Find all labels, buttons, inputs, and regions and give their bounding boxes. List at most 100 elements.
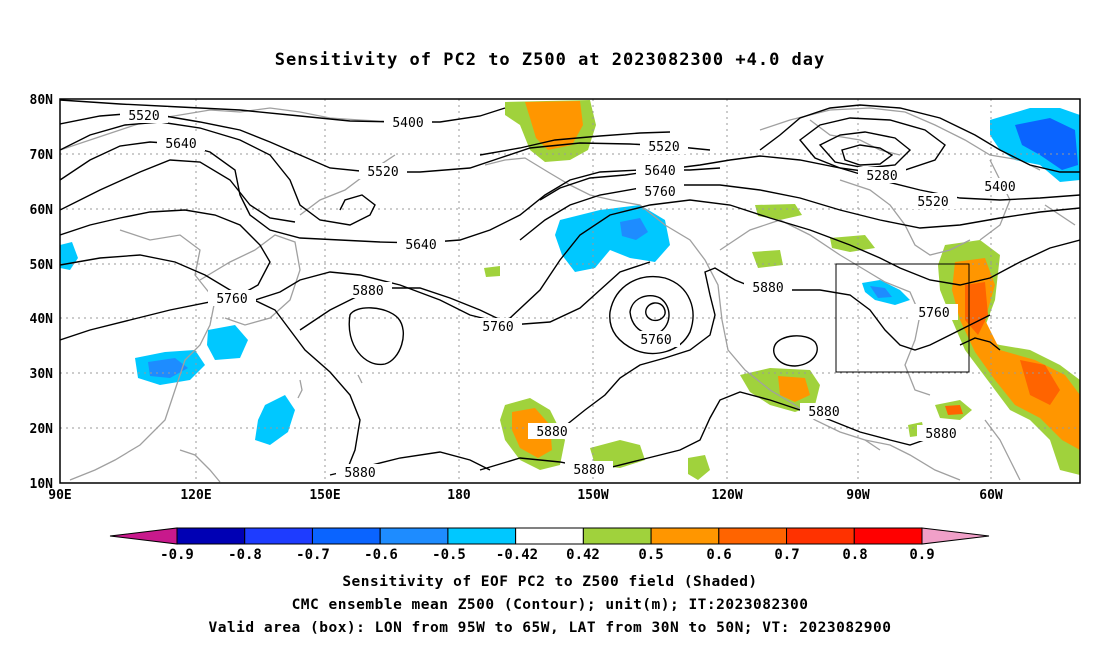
contour-5880-a [60,254,651,326]
contour-label: 5400 [976,178,1024,195]
svg-text:5880: 5880 [536,425,567,440]
shade-positive-canada [830,235,875,252]
lat-label: 40N [30,312,54,327]
svg-text:5280: 5280 [866,169,897,184]
lon-label: 120E [180,488,211,503]
svg-text:5760: 5760 [482,320,513,335]
colorbar-label: 0.9 [909,547,934,563]
colorbar-segment [311,527,381,545]
svg-text:5520: 5520 [917,195,948,210]
lon-label: 180 [447,488,471,503]
shade-positive-atlantic-core [965,282,988,335]
shade-positive-mexico-core [778,376,810,402]
shade-negative-pacific-w [255,395,295,445]
contour-label: 5880 [800,403,848,420]
lat-label: 50N [30,258,54,273]
colorbar-segment [447,527,517,545]
shade-negative-greenland-core [1015,118,1078,170]
lon-label: 150W [577,488,608,503]
contour-5400-a [60,99,506,123]
colorbar-segment [718,527,788,545]
contour-5520-b [60,121,376,226]
lon-label: 90W [846,488,870,503]
colorbar-segment [379,527,449,545]
contour-5760-b [299,287,506,331]
colorbar-segment [582,527,652,545]
shade-positive-small-2 [484,266,500,277]
svg-text:5760: 5760 [640,333,671,348]
svg-text:5880: 5880 [344,466,375,481]
svg-text:5520: 5520 [367,165,398,180]
svg-text:5640: 5640 [644,164,675,179]
contour-5880-hi [348,307,404,366]
svg-text:5400: 5400 [392,116,423,131]
graticule [60,99,1080,483]
shade-positive-arctic-core [525,101,583,150]
map-frame [59,98,1081,484]
colorbar-segment [786,527,855,545]
svg-text:5400: 5400 [984,180,1015,195]
contour-5280-c [841,144,894,166]
svg-text:5880: 5880 [573,463,604,478]
contour-labels: 5520 5400 5640 5520 5520 5640 5760 5280 … [120,107,1024,481]
contour-label: 5760 [910,304,958,321]
lon-label: 150E [309,488,340,503]
valid-area-box [835,263,970,373]
contour-5880-c [559,267,991,431]
svg-text:5520: 5520 [648,140,679,155]
lon-label: 90E [48,488,71,503]
contour-5760-low-2 [629,294,670,335]
contour-5640-b [479,131,671,156]
contour-5280-b [818,131,912,169]
colorbar-label: 0.5 [638,547,663,563]
contour-5760-low-1 [609,275,694,355]
colorbar-label: -0.42 [496,547,538,563]
shade-positive-atlantic-core-2 [1020,360,1060,405]
colorbar-label: 0.42 [566,547,600,563]
lon-label: 120W [711,488,742,503]
contour-label: 5880 [744,279,792,296]
contour-label: 5520 [359,163,407,180]
contour-5760-c [479,199,1080,331]
lat-label: 10N [30,477,54,492]
contour-label: 5760 [632,331,680,348]
contour-label: 5520 [120,107,168,124]
svg-text:5640: 5640 [165,137,196,152]
shaded-sensitivity [60,100,1080,480]
footer-line-3: Valid area (box): LON from 95W to 65W, L… [208,620,892,636]
colorbar: -0.9 -0.8 -0.7 -0.6 -0.5 -0.42 0.42 0.5 … [109,527,990,563]
colorbar-segments [176,527,923,545]
shade-positive-rockies [752,250,783,268]
colorbar-label: -0.9 [160,547,194,563]
colorbar-label: -0.8 [228,547,262,563]
shade-positive-hudson [755,204,802,220]
svg-text:5880: 5880 [808,405,839,420]
contour-5520-c [539,155,1080,201]
colorbar-segment [515,527,584,545]
contour-5880-b [60,297,361,476]
contour-label: 5520 [640,138,688,155]
lat-label: 60N [30,203,54,218]
contour-label: 5880 [344,282,392,299]
contour-label: 5760 [208,290,256,307]
contour-label: 5640 [157,135,205,152]
contour-label: 5640 [397,236,445,253]
contour-label: 5760 [474,318,522,335]
contour-outer-1 [60,159,296,223]
shade-positive-small-1 [688,455,710,480]
svg-text:5880: 5880 [752,281,783,296]
colorbar-low-extend [109,527,178,545]
contour-label: 5880 [528,423,576,440]
contour-label: 5400 [384,114,432,131]
lat-label: 20N [30,422,54,437]
shade-negative-west-edge [60,242,78,270]
svg-text:5880: 5880 [352,284,383,299]
longitude-labels: 90E 120E 150E 180 150W 120W 90W 60W [48,488,1003,503]
contour-5880-e [959,337,1001,351]
contour-5760-a [60,209,271,301]
svg-text:5520: 5520 [128,109,159,124]
contour-label: 5880 [917,425,965,442]
contour-label: 5520 [909,193,957,210]
contour-5280-a [798,117,946,173]
